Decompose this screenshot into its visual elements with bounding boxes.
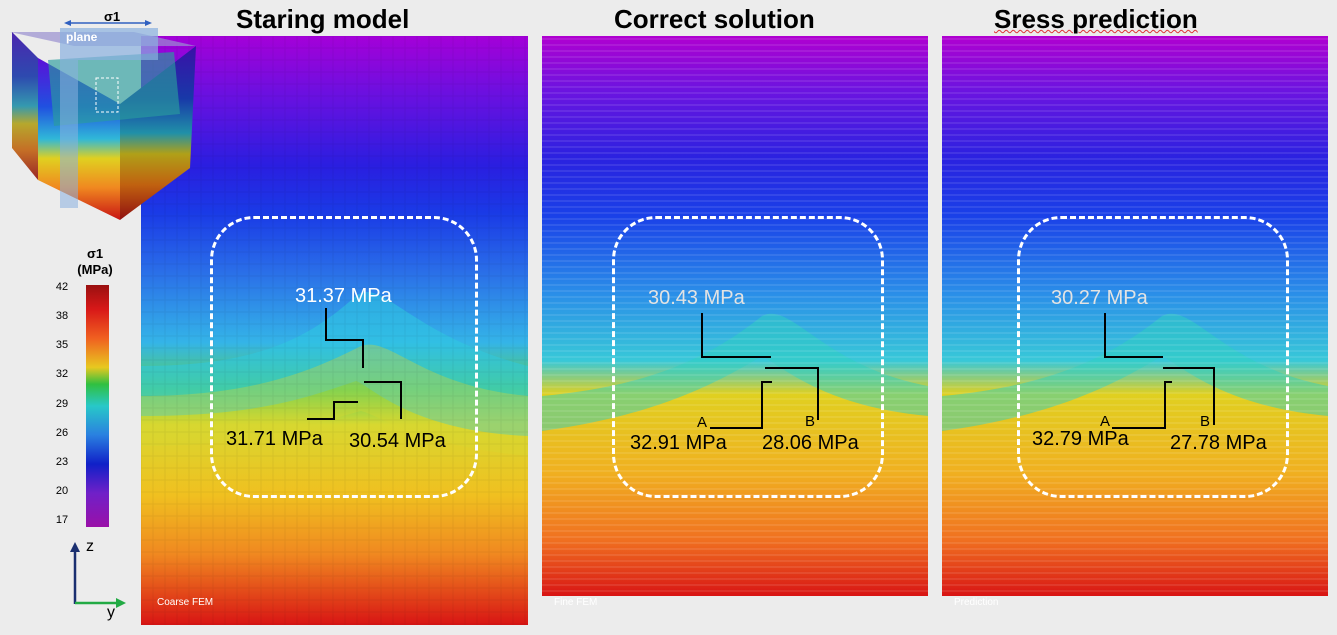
coarse-right-value: 30.54 MPa	[349, 430, 446, 452]
colorbar-gradient	[86, 285, 109, 527]
prediction-left-value: 32.79 MPa	[1032, 428, 1129, 450]
colorbar-tick: 20	[55, 484, 69, 497]
title-starting-model: Staring model	[236, 4, 410, 34]
fine-point-a: A	[697, 414, 708, 431]
colorbar-tick: 42	[55, 281, 69, 293]
fine-fem-tag: Fine FEM	[554, 597, 598, 608]
coarse-fem-panel	[141, 36, 528, 625]
colorbar-tick: 23	[55, 455, 69, 468]
title-stress-prediction: Sress prediction	[994, 4, 1198, 35]
model-cube-inset	[10, 20, 196, 220]
prediction-right-value: 27.78 MPa	[1170, 432, 1267, 454]
fine-fem-field	[542, 36, 928, 596]
colorbar-tick: 38	[55, 310, 69, 323]
prediction-field	[942, 36, 1328, 596]
axes-indicator	[70, 542, 126, 608]
y-axis-label: y	[107, 604, 115, 621]
prediction-point-b: B	[1200, 413, 1211, 430]
colorbar-tick: 32	[55, 368, 69, 381]
coarse-left-value: 31.71 MPa	[226, 428, 323, 450]
z-axis-label: z	[86, 538, 94, 555]
colorbar-tick: 26	[55, 426, 69, 439]
fine-top-value: 30.43 MPa	[648, 287, 745, 309]
colorbar-title-unit: (MPa)	[77, 262, 113, 277]
region-box-fine	[612, 216, 884, 498]
colorbar-title-sigma: σ1	[86, 246, 104, 261]
fine-right-value: 28.06 MPa	[762, 432, 859, 454]
colorbar-tick: 29	[55, 397, 69, 410]
colorbar-title: σ1 (MPa)	[70, 246, 120, 278]
inset-sigma-label: σ1	[104, 9, 121, 24]
prediction-point-a: A	[1100, 413, 1111, 430]
title-correct-solution: Correct solution	[614, 4, 815, 34]
coarse-fem-tag: Coarse FEM	[157, 597, 214, 608]
prediction-top-value: 30.27 MPa	[1051, 287, 1148, 309]
inset-plane-label: plane	[66, 30, 98, 44]
colorbar-tick: 35	[55, 339, 69, 352]
fine-fem-panel	[542, 36, 928, 596]
coarse-top-value: 31.37 MPa	[295, 285, 392, 307]
region-box-prediction	[1017, 216, 1289, 498]
colorbar-tick: 17	[55, 514, 69, 526]
cross-section-plane	[60, 28, 158, 60]
prediction-tag: Prediction	[954, 597, 999, 608]
fine-point-b: B	[805, 413, 816, 430]
region-box-coarse	[210, 216, 478, 498]
prediction-panel	[942, 36, 1328, 596]
coarse-fem-field	[141, 36, 528, 625]
title-stress-prediction-text: Sress prediction	[994, 4, 1198, 34]
fine-left-value: 32.91 MPa	[630, 432, 727, 454]
